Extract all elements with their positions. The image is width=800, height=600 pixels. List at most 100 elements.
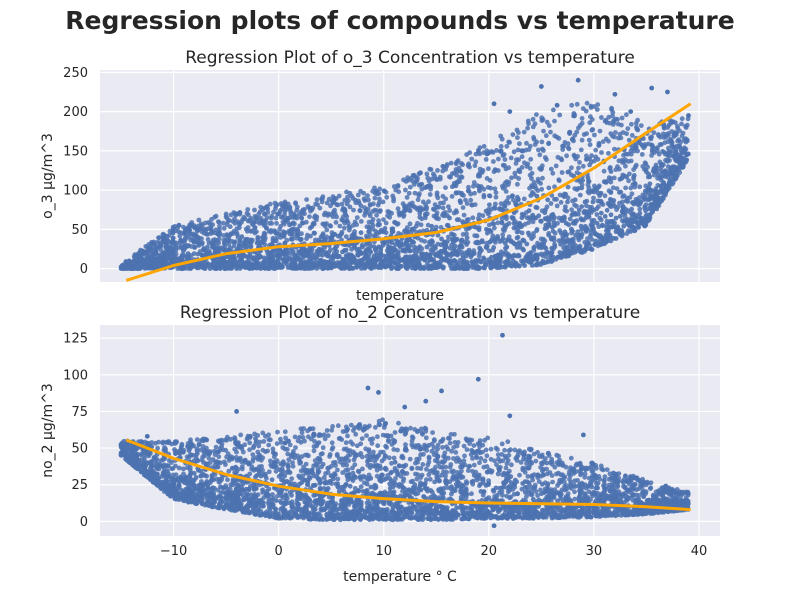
o3-data-point (667, 179, 672, 185)
o3-data-point (526, 208, 532, 214)
o3-data-point (318, 261, 323, 267)
o3-data-point (217, 224, 222, 229)
o3-data-point (679, 121, 684, 127)
o3-data-point (440, 205, 446, 211)
o3-data-point (354, 222, 359, 228)
o3-data-point (573, 232, 579, 238)
o3-data-point (591, 207, 597, 213)
o3-data-point (358, 230, 364, 236)
o3-data-point (577, 160, 582, 165)
o3-data-point (671, 144, 677, 150)
o3-data-point (488, 229, 494, 234)
o3-data-point (612, 146, 617, 152)
o3-data-point (607, 165, 613, 170)
o3-data-point (516, 253, 522, 259)
o3-data-point (341, 225, 347, 231)
o3-outlier-point (160, 238, 166, 244)
o3-data-point (639, 152, 645, 157)
o3-data-point (454, 217, 460, 223)
o3-data-point (393, 242, 398, 248)
o3-data-point (649, 143, 655, 148)
o3-data-point (524, 241, 530, 247)
o3-data-point (204, 251, 210, 257)
o3-data-point (538, 167, 544, 172)
o3-data-point (477, 188, 482, 194)
o3-data-point (517, 169, 523, 175)
o3-data-point (237, 225, 242, 231)
no2-data-point (375, 443, 381, 449)
o3-data-point (584, 153, 589, 159)
o3-data-point (481, 192, 487, 198)
o3-data-point (634, 200, 639, 206)
o3-data-point (237, 266, 243, 271)
o3-data-point (377, 196, 382, 202)
o3-data-point (307, 214, 312, 220)
o3-data-point (148, 246, 153, 252)
o3-data-point (599, 222, 605, 228)
no2-data-point (282, 429, 288, 435)
o3-data-point (192, 244, 198, 250)
o3-data-point (298, 236, 304, 242)
o3-data-point (631, 224, 636, 230)
o3-data-point (269, 221, 275, 226)
o3-data-point (589, 218, 595, 224)
o3-data-point (377, 209, 383, 215)
o3-data-point (568, 226, 574, 232)
o3-data-point (235, 260, 241, 266)
o3-data-point (381, 217, 386, 223)
o3-data-point (517, 141, 522, 147)
o3-data-point (649, 188, 654, 193)
o3-data-point (608, 190, 614, 195)
o3-data-point (233, 211, 239, 217)
o3-data-point (544, 216, 550, 222)
o3-data-point (333, 220, 339, 225)
o3-data-point (606, 138, 611, 144)
o3-data-point (523, 147, 529, 153)
o3-data-point (403, 179, 409, 184)
o3-data-point (615, 117, 620, 122)
o3-data-point (645, 164, 650, 170)
o3-data-point (624, 198, 629, 204)
o3-data-point (511, 220, 517, 226)
o3-data-point (166, 250, 172, 256)
o3-data-point (252, 207, 257, 213)
o3-data-point (404, 254, 410, 260)
o3-data-point (424, 171, 430, 177)
o3-data-point (239, 234, 245, 240)
o3-data-point (551, 107, 556, 113)
o3-data-point (535, 176, 541, 182)
o3-data-point (411, 204, 417, 209)
o3-outlier-point (612, 91, 618, 97)
o3-data-point (578, 234, 584, 240)
o3-data-point (467, 150, 473, 156)
o3-data-point (648, 135, 653, 141)
o3-data-point (362, 198, 368, 203)
o3-data-point (534, 139, 539, 145)
o3-data-point (192, 263, 198, 269)
no2-data-point (409, 434, 415, 440)
o3-data-point (328, 237, 334, 243)
o3-data-point (560, 147, 566, 153)
o3-outlier-point (665, 89, 670, 95)
o3-data-point (498, 144, 504, 149)
o3-data-point (679, 165, 685, 170)
o3-data-point (619, 122, 624, 128)
o3-data-point (332, 207, 337, 213)
o3-data-point (588, 233, 593, 239)
o3-data-point (566, 169, 572, 175)
o3-data-point (216, 219, 221, 225)
o3-data-point (659, 198, 665, 204)
o3-data-point (615, 164, 620, 170)
o3-data-point (667, 150, 673, 156)
o3-data-point (572, 112, 577, 118)
o3-data-point (509, 215, 515, 220)
o3-data-point (404, 242, 410, 247)
no2-data-point (351, 457, 357, 463)
o3-scatter-points (118, 77, 691, 272)
o3-data-point (194, 228, 200, 234)
o3-data-point (552, 215, 557, 220)
o3-data-point (199, 229, 205, 234)
o3-data-point (362, 212, 367, 218)
o3-data-point (656, 133, 662, 139)
o3-data-point (270, 248, 276, 254)
